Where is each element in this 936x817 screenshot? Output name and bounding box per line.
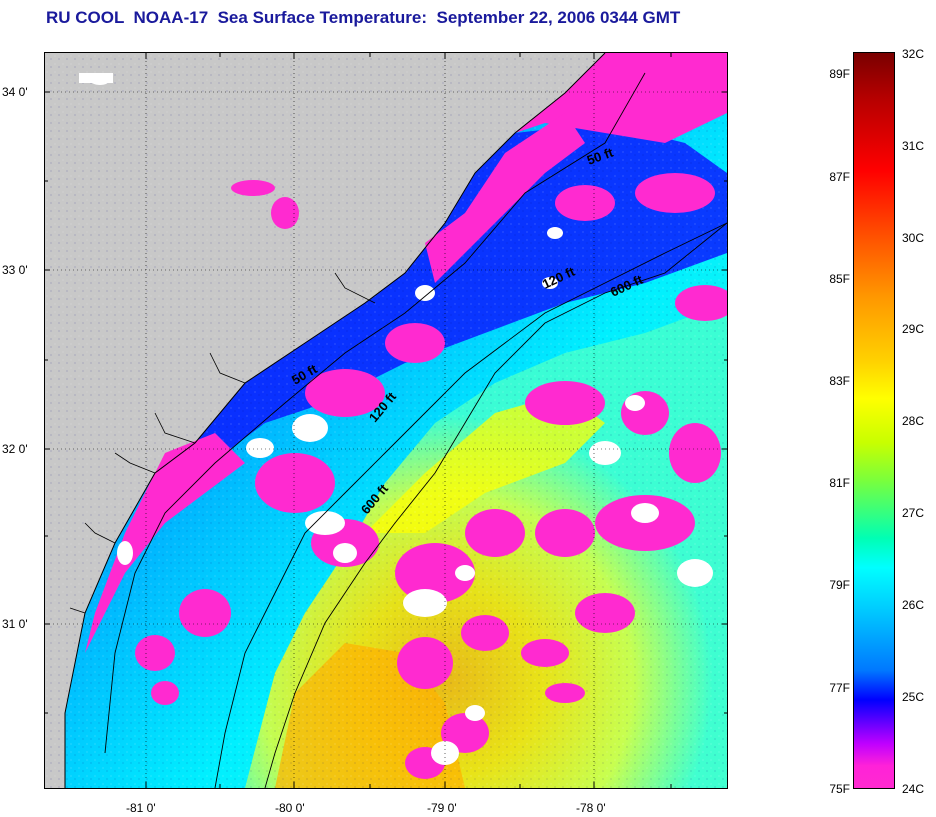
coastline: [64, 53, 606, 788]
contour-600ft: [264, 222, 727, 788]
lat-label: 33 0': [2, 263, 28, 277]
colorbar-celsius-label: 31C: [902, 139, 925, 153]
lat-label: 31 0': [2, 617, 28, 631]
colorbar-fahrenheit-label: 79F: [829, 578, 850, 592]
colorbar-celsius-label: 27C: [902, 506, 925, 520]
lon-label: -79 0': [427, 801, 457, 815]
colorbar-fahrenheit-label: 89F: [829, 67, 850, 81]
lat-label: 32 0': [2, 442, 28, 456]
lon-label: -80 0': [275, 801, 305, 815]
lat-label: 34 0': [2, 85, 28, 99]
colorbar-fahrenheit-label: 77F: [829, 681, 850, 695]
sst-map[interactable]: 50 ft 120 ft 600 ft 50 ft 120 ft 600 ft: [44, 52, 728, 789]
temperature-colorbar: [853, 52, 895, 789]
colorbar-celsius-label: 26C: [902, 598, 925, 612]
graticule: [45, 53, 727, 788]
colorbar-fahrenheit-label: 75F: [829, 782, 850, 796]
colorbar-fahrenheit-label: 81F: [829, 476, 850, 490]
colorbar-fahrenheit-label: 83F: [829, 374, 850, 388]
map-title: RU COOL NOAA-17 Sea Surface Temperature:…: [46, 8, 681, 27]
colorbar-fahrenheit-label: 87F: [829, 170, 850, 184]
colorbar-celsius-label: 28C: [902, 414, 925, 428]
lon-label: -78 0': [576, 801, 606, 815]
colorbar-celsius-label: 30C: [902, 231, 925, 245]
contour-50ft: [104, 72, 646, 754]
cloud-patches: [79, 73, 713, 765]
colorbar-celsius-label: 25C: [902, 690, 925, 704]
colorbar-fahrenheit-label: 85F: [829, 272, 850, 286]
colorbar-celsius-label: 29C: [902, 322, 925, 336]
colorbar-celsius-label: 24C: [902, 782, 925, 796]
axis-ticks: [45, 53, 727, 788]
lon-label: -81 0': [126, 801, 156, 815]
contour-120ft: [214, 222, 727, 788]
sst-map-canvas: 50 ft 120 ft 600 ft 50 ft 120 ft 600 ft: [45, 53, 727, 788]
colorbar-celsius-label: 32C: [902, 47, 925, 61]
estuary-lines: [69, 272, 376, 614]
